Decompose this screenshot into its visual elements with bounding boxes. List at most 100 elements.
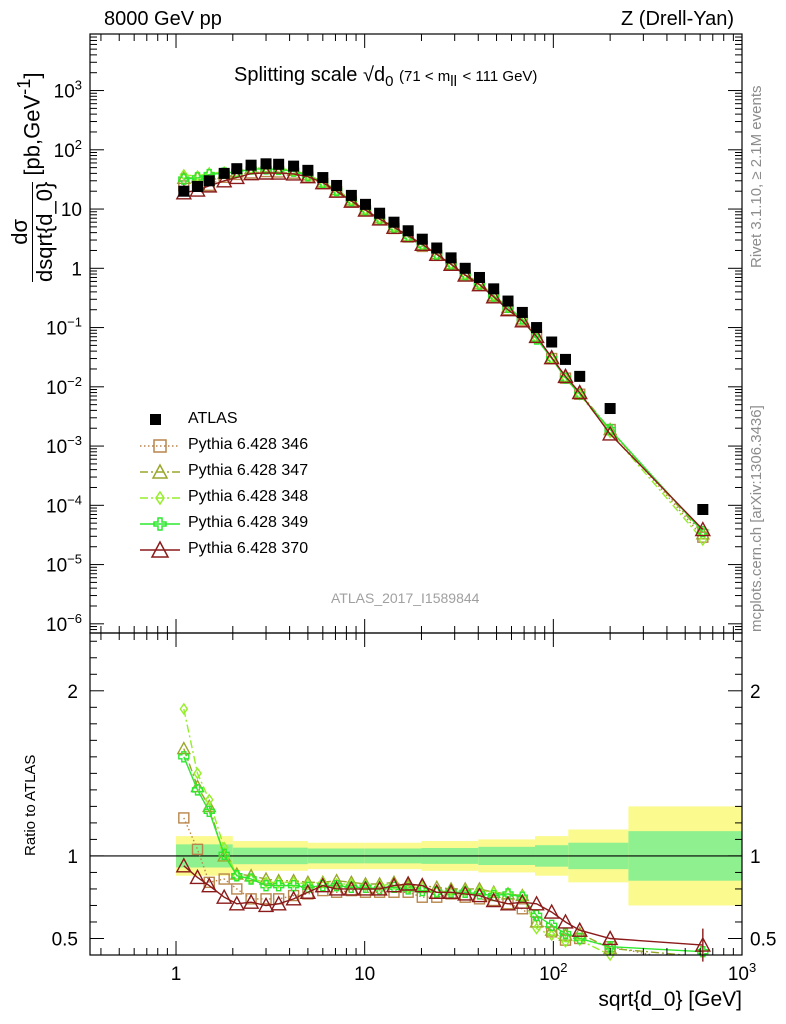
series-point	[428, 245, 445, 262]
y-tick-label-base: 10	[54, 141, 75, 162]
series-point	[698, 533, 708, 547]
header-left-label: 8000 GeV pp	[104, 8, 222, 30]
ratio-tick-label-right: 1	[750, 847, 761, 868]
ratio-point	[176, 741, 192, 755]
y-axis-fraction: dσ dsqrt{d_0}	[7, 181, 57, 282]
x-tick-label-base: 1	[171, 964, 182, 985]
ratio-point	[203, 805, 215, 818]
ratio-point	[216, 848, 232, 862]
ratio-point	[385, 877, 403, 893]
series-point	[257, 164, 275, 180]
y-tick-label-exponent: 3	[75, 78, 82, 93]
ratio-point	[557, 913, 574, 929]
header-right-label: Z (Drell-Yan)	[621, 8, 734, 30]
legend-marker-370	[140, 540, 180, 558]
ratio-frame	[89, 632, 743, 956]
ratio-point	[193, 767, 202, 780]
series-point	[242, 165, 260, 181]
title-symbol-subscript: 0	[385, 73, 394, 90]
legend-label: Pythia 6.428 349	[188, 514, 309, 531]
series-point	[471, 276, 488, 292]
ratio-point	[179, 702, 189, 716]
y-tick-label-base: 10	[46, 615, 67, 636]
ratio-point	[545, 926, 558, 938]
ratio-point	[561, 935, 570, 949]
ratio-point	[499, 895, 517, 911]
atlas-point	[288, 160, 300, 172]
y-tick-label: 103	[54, 78, 82, 103]
ratio-point	[443, 881, 459, 895]
legend-entry-370: Pythia 6.428 370	[140, 538, 400, 564]
ratio-point	[285, 890, 302, 906]
series-point	[543, 349, 560, 365]
y-tick-label: 10−2	[46, 374, 82, 399]
series-point	[299, 168, 317, 184]
y-tick-label-base: 10	[54, 82, 75, 103]
ratio-point	[257, 896, 275, 913]
legend-marker-346	[140, 439, 180, 453]
ratio-point	[545, 919, 558, 931]
legend-marker-347	[140, 463, 180, 479]
series-point	[528, 327, 545, 344]
atlas-point	[402, 225, 414, 237]
y-tick-label-exponent: −5	[67, 552, 82, 567]
ratio-point	[243, 868, 259, 882]
series-point	[571, 384, 588, 400]
ratio-point	[371, 880, 388, 896]
atlas-point	[359, 198, 371, 210]
mcplots-reference-text: mcplots.cern.ch [arXiv:1306.3436]	[748, 405, 765, 632]
legend-label: Pythia 6.428 347	[188, 462, 309, 479]
ratio-point	[428, 883, 445, 899]
atlas-point	[431, 242, 443, 254]
y-axis-label: dσ dsqrt{d_0} [pb,GeV-1]	[7, 72, 57, 282]
ratio-point	[231, 883, 243, 895]
ratio-point	[178, 751, 190, 763]
atlas-point	[218, 167, 230, 179]
atlas-point	[488, 283, 500, 295]
y-tick-label-exponent: −6	[67, 611, 82, 626]
ratio-point	[175, 857, 192, 873]
ratio-point	[245, 873, 257, 885]
ratio-tick-label-left: 2	[67, 682, 78, 703]
ratio-point	[242, 893, 260, 909]
atlas-point	[302, 164, 314, 176]
legend-marker-349	[140, 517, 180, 531]
title-text: Splitting scale	[234, 64, 358, 86]
series-point	[442, 255, 460, 271]
legend-label: Pythia 6.428 346	[188, 436, 309, 453]
atlas-point	[604, 403, 616, 415]
ratio-point	[399, 875, 417, 891]
series-point	[228, 169, 245, 185]
atlas-point	[345, 189, 357, 201]
ratio-point	[270, 895, 287, 911]
atlas-point	[203, 175, 215, 187]
legend-label: Pythia 6.428 348	[188, 488, 309, 505]
title-symbol: √d	[362, 64, 386, 86]
ratio-point	[299, 883, 317, 899]
x-tick-label-exponent: 2	[560, 960, 567, 975]
y-tick-label-base: 10	[46, 319, 67, 340]
legend-marker-atlas	[150, 414, 161, 425]
ratio-point	[302, 881, 314, 893]
y-tick-label-base: 10	[61, 200, 82, 221]
atlas-point	[331, 179, 343, 191]
ratio-line-348	[183, 708, 615, 955]
rivet-version-text: Rivet 3.1.10, ≥ 2.1M events	[748, 85, 765, 269]
ratio-point	[605, 948, 615, 962]
atlas-point	[260, 158, 272, 170]
atlas-point	[531, 322, 543, 334]
ratio-point	[414, 877, 431, 893]
plot-title: Splitting scale √d0 (71 < mll < 111 GeV)	[234, 64, 537, 90]
y-tick-label: 1	[71, 259, 82, 280]
ratio-tick-label-right: 0.5	[750, 929, 776, 950]
axes-frame	[89, 33, 743, 956]
series-point	[457, 266, 474, 282]
x-tick-label: 103	[728, 960, 756, 985]
atlas-point	[473, 271, 485, 283]
y-axis-denominator: dsqrt{d_0}	[32, 181, 57, 282]
ratio-point	[218, 848, 230, 860]
ratio-tick-label-right: 2	[750, 682, 761, 703]
atlas-point	[416, 233, 428, 245]
tick-labels: 1 10 102 10310310210110−110−210−310−410−510…	[46, 78, 776, 985]
